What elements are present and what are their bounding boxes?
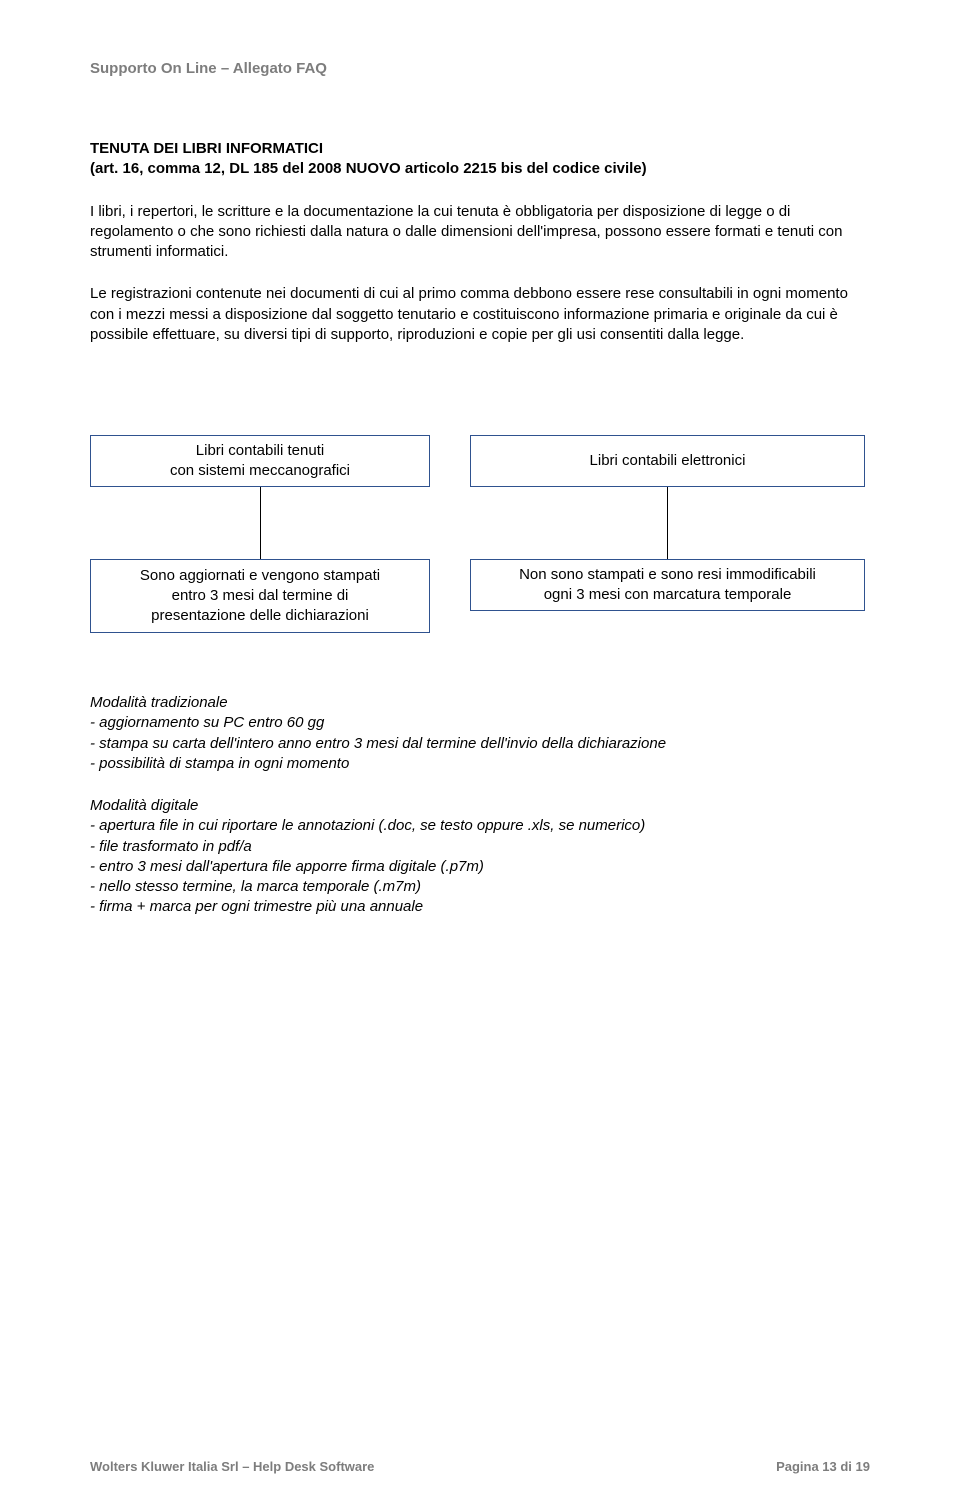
paragraph-1: I libri, i repertori, le scritture e la …	[90, 202, 870, 263]
diagram-box-text: con sistemi meccanografici	[170, 461, 350, 481]
section-item: - possibilità di stampa in ogni momento	[90, 754, 870, 774]
diagram-box-top-left: Libri contabili tenuti con sistemi mecca…	[90, 435, 430, 487]
diagram: Libri contabili tenuti con sistemi mecca…	[90, 435, 870, 633]
diagram-box-text: entro 3 mesi dal termine di	[172, 586, 349, 606]
vertical-line-icon	[667, 487, 668, 559]
diagram-box-text: presentazione delle dichiarazioni	[151, 606, 369, 626]
diagram-connector-right	[470, 487, 865, 559]
footer-left: Wolters Kluwer Italia Srl – Help Desk So…	[90, 1459, 374, 1474]
section-heading: Modalità digitale	[90, 796, 870, 816]
section-item: - nello stesso termine, la marca tempora…	[90, 877, 870, 897]
diagram-box-text: Libri contabili elettronici	[590, 451, 746, 471]
page-footer: Wolters Kluwer Italia Srl – Help Desk So…	[90, 1459, 870, 1474]
diagram-box-top-right: Libri contabili elettronici	[470, 435, 865, 487]
diagram-box-text: Sono aggiornati e vengono stampati	[140, 566, 380, 586]
diagram-box-bottom-left: Sono aggiornati e vengono stampati entro…	[90, 559, 430, 633]
page: Supporto On Line – Allegato FAQ TENUTA D…	[0, 0, 960, 1512]
diagram-connectors	[90, 487, 870, 559]
diagram-box-text: Non sono stampati e sono resi immodifica…	[519, 565, 816, 585]
document-title: TENUTA DEI LIBRI INFORMATICI (art. 16, c…	[90, 139, 870, 180]
section-traditional: Modalità tradizionale - aggiornamento su…	[90, 693, 870, 774]
title-line-1: TENUTA DEI LIBRI INFORMATICI	[90, 140, 323, 157]
diagram-row-bottom: Sono aggiornati e vengono stampati entro…	[90, 559, 870, 633]
diagram-box-text: Libri contabili tenuti	[196, 441, 324, 461]
section-digital: Modalità digitale - apertura file in cui…	[90, 796, 870, 918]
section-item: - aggiornamento su PC entro 60 gg	[90, 713, 870, 733]
diagram-connector-left	[90, 487, 430, 559]
title-line-2: (art. 16, comma 12, DL 185 del 2008 NUOV…	[90, 160, 647, 177]
section-item: - stampa su carta dell'intero anno entro…	[90, 734, 870, 754]
paragraph-2: Le registrazioni contenute nei documenti…	[90, 284, 870, 345]
section-item: - firma + marca per ogni trimestre più u…	[90, 897, 870, 917]
page-header: Supporto On Line – Allegato FAQ	[90, 60, 870, 77]
footer-right: Pagina 13 di 19	[776, 1459, 870, 1474]
diagram-box-text: ogni 3 mesi con marcatura temporale	[544, 585, 792, 605]
section-item: - file trasformato in pdf/a	[90, 837, 870, 857]
section-heading: Modalità tradizionale	[90, 693, 870, 713]
diagram-box-bottom-right: Non sono stampati e sono resi immodifica…	[470, 559, 865, 611]
vertical-line-icon	[260, 487, 261, 559]
section-item: - apertura file in cui riportare le anno…	[90, 816, 870, 836]
section-item: - entro 3 mesi dall'apertura file apporr…	[90, 857, 870, 877]
diagram-row-top: Libri contabili tenuti con sistemi mecca…	[90, 435, 870, 487]
